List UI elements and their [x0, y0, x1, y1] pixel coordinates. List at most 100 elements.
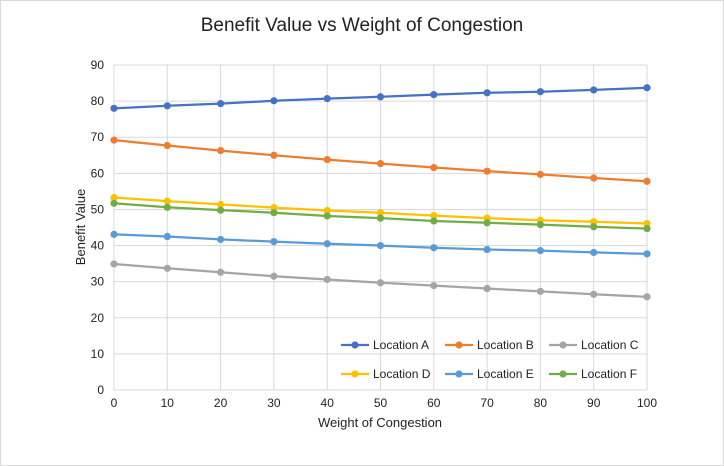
data-point — [643, 177, 651, 185]
data-point — [430, 217, 438, 225]
legend-swatch-marker — [351, 370, 359, 378]
data-point — [430, 211, 438, 220]
legend-swatch-marker — [559, 370, 567, 378]
data-point — [643, 219, 651, 228]
y-tick-label: 60 — [91, 166, 105, 180]
data-point — [270, 204, 278, 212]
series-6 — [110, 199, 651, 233]
data-point — [376, 279, 385, 287]
data-point — [110, 136, 118, 144]
data-point — [110, 260, 118, 268]
legend-item: Location F — [549, 367, 637, 381]
y-tick-label: 50 — [91, 202, 105, 216]
x-tick-label: 0 — [111, 396, 118, 410]
data-point — [590, 218, 598, 226]
data-point — [323, 206, 331, 215]
data-point — [536, 247, 545, 255]
x-tick-label: 60 — [427, 396, 441, 410]
data-point — [536, 170, 545, 179]
data-point — [643, 250, 651, 258]
data-point — [536, 88, 545, 96]
x-tick-label: 90 — [587, 396, 601, 410]
data-point — [217, 235, 225, 244]
data-point — [323, 156, 331, 164]
data-point — [163, 264, 171, 272]
data-point — [163, 197, 171, 205]
series-5 — [110, 230, 651, 258]
data-point — [323, 94, 331, 103]
data-point — [323, 240, 331, 248]
data-point — [483, 167, 491, 175]
data-point — [376, 214, 385, 222]
legend-label: Location A — [373, 338, 429, 352]
x-tick-label: 50 — [374, 396, 388, 410]
y-tick-label: 40 — [91, 239, 105, 253]
data-point — [270, 272, 278, 280]
y-tick-label: 10 — [91, 347, 105, 361]
data-point — [110, 193, 118, 202]
legend-swatch-marker — [351, 341, 359, 349]
data-point — [163, 203, 171, 211]
data-point — [217, 200, 225, 208]
data-point — [217, 146, 225, 155]
x-tick-label: 70 — [480, 396, 494, 410]
data-point — [376, 209, 385, 217]
x-tick-label: 40 — [321, 396, 335, 410]
data-point — [110, 199, 118, 207]
y-tick-label: 20 — [91, 311, 105, 325]
legend-label: Location B — [477, 338, 534, 352]
data-point — [110, 230, 118, 238]
data-point — [430, 91, 438, 99]
data-point — [217, 268, 225, 276]
y-axis-title: Benefit Value — [73, 189, 88, 265]
legend-swatch-marker — [455, 370, 463, 378]
data-point — [536, 221, 545, 229]
legend-label: Location F — [581, 367, 637, 381]
data-point — [590, 290, 598, 298]
data-point — [483, 219, 491, 227]
legend-item: Location C — [549, 338, 639, 352]
chart-title: Benefit Value vs Weight of Congestion — [201, 15, 524, 36]
data-point — [376, 93, 385, 101]
data-point — [643, 224, 651, 233]
data-point — [483, 89, 491, 97]
data-point — [270, 97, 278, 105]
y-tick-label: 70 — [91, 130, 105, 144]
data-point — [643, 84, 651, 92]
data-point — [110, 104, 118, 112]
data-point — [270, 237, 278, 246]
x-tick-label: 10 — [161, 396, 175, 410]
legend-label: Location C — [581, 338, 639, 352]
data-point — [590, 223, 598, 231]
legend: Location A Location B Location C Location D… — [341, 338, 639, 381]
legend-item: Location B — [445, 338, 534, 352]
data-point — [270, 151, 278, 159]
legend-label: Location E — [477, 367, 534, 381]
data-point — [430, 163, 438, 172]
x-tick-label: 80 — [534, 396, 548, 410]
data-point — [590, 248, 598, 257]
series-2 — [110, 136, 651, 185]
legend-item: Location A — [341, 338, 429, 352]
data-point — [163, 232, 171, 241]
series-layer — [110, 84, 651, 301]
data-point — [163, 102, 171, 110]
x-tick-label: 30 — [267, 396, 281, 410]
data-point — [163, 141, 171, 150]
data-point — [590, 174, 598, 182]
data-point — [643, 293, 651, 301]
data-point — [376, 159, 385, 168]
data-point — [536, 287, 545, 296]
x-axis-title: Weight of Congestion — [318, 415, 442, 430]
y-tick-label: 30 — [91, 275, 105, 289]
y-tick-label: 0 — [97, 383, 104, 397]
legend-item: Location E — [445, 367, 534, 381]
data-point — [323, 275, 331, 284]
legend-swatch-marker — [559, 341, 567, 349]
data-point — [217, 206, 225, 214]
data-point — [483, 245, 491, 254]
y-tick-label: 80 — [91, 94, 105, 108]
data-point — [430, 244, 438, 252]
